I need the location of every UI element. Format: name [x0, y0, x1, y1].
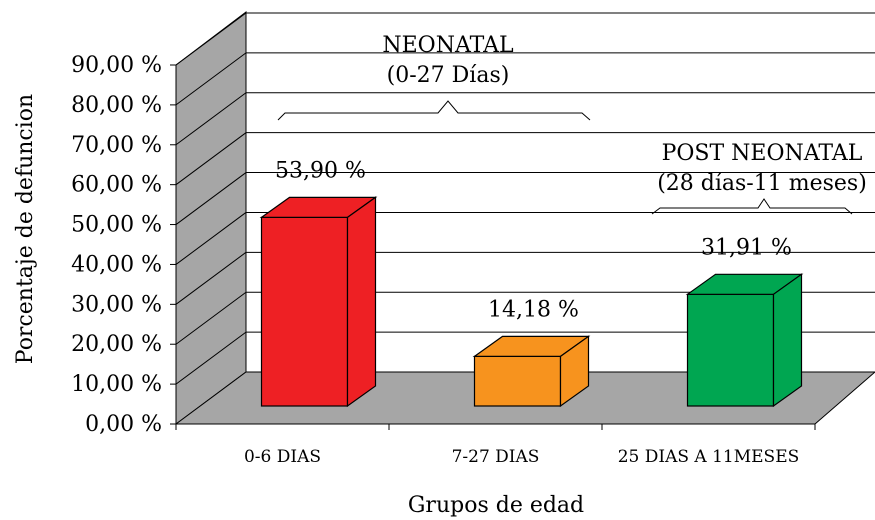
bar [259, 196, 378, 408]
annotation-neonatal-title: NEONATAL [382, 33, 514, 58]
bar-value-label: 31,91 % [701, 235, 792, 260]
gridline-side [175, 52, 247, 106]
gridline-side [175, 132, 247, 186]
gridline-side [175, 12, 247, 66]
bar-front [686, 293, 775, 407]
annotation-post-neonatal-range: (28 días-11 meses) [657, 171, 867, 196]
y-tick-label: 70,00 % [71, 133, 162, 158]
bar-value-label: 53,90 % [275, 158, 366, 183]
x-tick-label: 0-6 DIAS [244, 447, 321, 467]
gridline-side [175, 172, 247, 225]
x-ticks: 0-6 DIAS 7-27 DIAS 25 DIAS A 11MESES [175, 424, 816, 467]
bar [685, 273, 804, 408]
annotation-neonatal-range: (0-27 Días) [387, 63, 510, 88]
x-tick-label: 25 DIAS A 11MESES [618, 447, 800, 467]
gridline-side [175, 251, 247, 305]
side-wall [175, 10, 247, 425]
annotation-post-neonatal-brace [651, 198, 853, 215]
x-axis-title: Grupos de edad [408, 493, 584, 518]
annotation-post-neonatal: POST NEONATAL (28 días-11 meses) [651, 141, 867, 215]
bar-side [559, 335, 590, 408]
annotation-neonatal: NEONATAL (0-27 Días) [277, 33, 591, 121]
y-tick-label: 80,00 % [71, 93, 162, 118]
bar [472, 335, 591, 408]
gridline-side [175, 212, 247, 265]
y-tick-label: 50,00 % [71, 213, 162, 238]
y-tick-label: 20,00 % [71, 332, 162, 357]
y-tick-label: 90,00 % [71, 53, 162, 78]
y-tick-label: 40,00 % [71, 252, 162, 277]
gridline-side [175, 92, 247, 146]
y-tick-label: 10,00 % [71, 372, 162, 397]
annotation-neonatal-brace [277, 100, 591, 121]
bar-side [772, 273, 803, 408]
bar-front [260, 216, 349, 407]
value-labels: 53,90 % 14,18 % 31,91 % [275, 158, 792, 322]
gridline-side [175, 291, 247, 345]
y-axis-title: Porcentaje de defuncion [13, 94, 38, 364]
bars [259, 196, 804, 408]
annotation-post-neonatal-title: POST NEONATAL [662, 141, 863, 166]
x-tick-label: 7-27 DIAS [452, 447, 540, 467]
y-ticks: 0,00 % 10,00 % 20,00 % 30,00 % 40,00 % 50,00 … [71, 53, 176, 437]
y-tick-label: 60,00 % [71, 173, 162, 198]
bar-side [346, 196, 377, 408]
gridline-side [175, 331, 247, 385]
y-tick-label: 0,00 % [85, 412, 162, 437]
bar-front [473, 355, 562, 407]
y-tick-label: 30,00 % [71, 292, 162, 317]
bar-value-label: 14,18 % [488, 297, 579, 322]
